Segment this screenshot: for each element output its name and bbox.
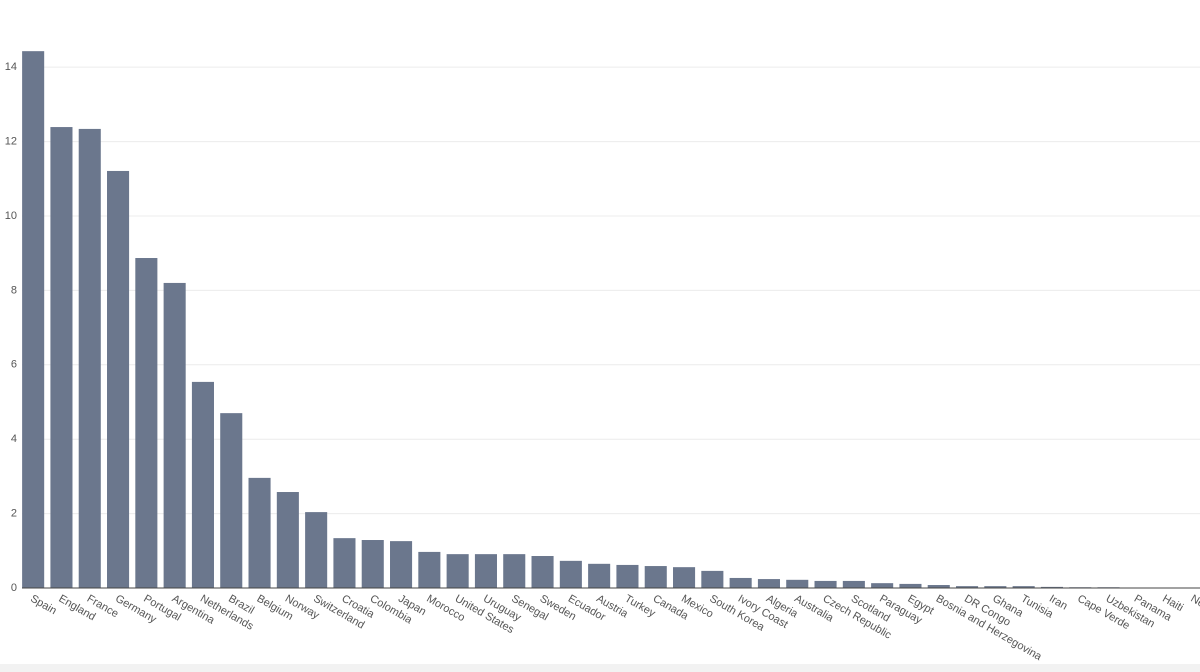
y-tick-label: 6 [11,359,17,371]
y-tick-label: 0 [11,582,17,594]
bar [588,563,611,588]
bar [616,564,639,588]
bar [446,554,469,588]
bar [956,586,979,588]
bar [135,258,158,588]
bar [418,551,441,588]
x-tick-label: Spain [28,593,58,617]
bar [842,580,865,588]
bar [673,567,696,588]
bar [871,583,894,588]
bar [390,541,413,588]
bar [786,579,809,588]
bar [984,586,1007,588]
bar [220,413,243,588]
bar [191,381,214,588]
bar [559,560,582,588]
bar [814,580,837,588]
x-tick-label: Turkey [622,593,657,620]
x-tick-label: New Zealand [1188,593,1200,636]
y-tick-label: 14 [5,61,17,73]
bar [78,128,101,589]
bottom-strip [0,664,1200,672]
bar [701,570,724,588]
bar [531,556,554,588]
bar [503,554,526,588]
bar [163,282,186,588]
bar [305,512,328,588]
bar [276,492,299,588]
bar [107,170,130,588]
bar [248,477,271,588]
y-tick-label: 2 [11,508,17,520]
bar [50,127,73,589]
bar [927,585,950,588]
bar [333,538,356,588]
bar [361,540,384,588]
bar [474,554,497,588]
y-tick-label: 10 [5,210,17,222]
bar [729,577,752,588]
bar [644,566,667,588]
bar [1012,586,1035,588]
bar [899,583,922,588]
bar [1040,586,1063,588]
bar [22,51,45,589]
y-tick-label: 8 [11,284,17,296]
bar [757,579,780,588]
y-tick-label: 4 [11,433,17,445]
y-tick-label: 12 [5,135,17,147]
